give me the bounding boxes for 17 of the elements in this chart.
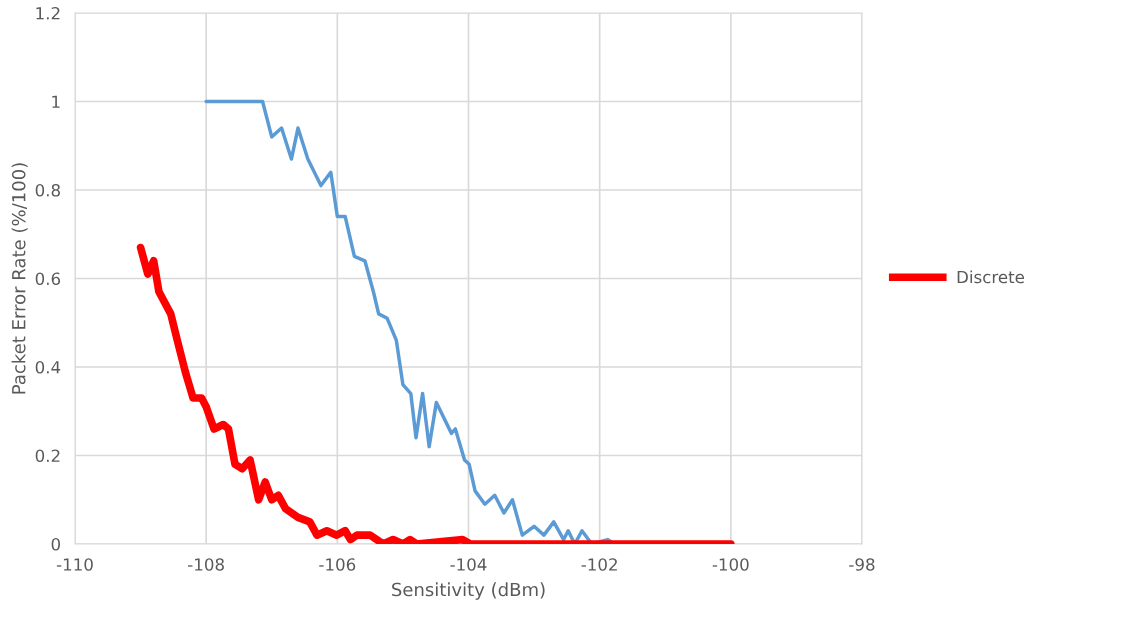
x-axis-title: Sensitivity (dBm): [392, 582, 545, 600]
y-tick-label: 0.4: [35, 360, 61, 374]
x-tick-label: -100: [712, 558, 749, 571]
y-axis-title: Packet Error Rate (%/100): [11, 163, 28, 394]
y-tick-label: 1: [52, 95, 60, 108]
x-tick-label: -102: [581, 558, 617, 571]
y-tick-label: 0.2: [35, 449, 60, 463]
x-tick-label: -110: [56, 558, 93, 571]
y-tick-label: 0.8: [35, 183, 60, 197]
x-tick-label: -104: [450, 558, 487, 571]
y-tick-label: 1.2: [36, 6, 60, 20]
legend-label: Discrete: [957, 270, 1025, 284]
x-tick-label: -108: [188, 558, 224, 571]
x-tick-label: -106: [319, 558, 356, 571]
y-tick-label: 0: [51, 537, 60, 551]
y-tick-label: 0.6: [35, 272, 61, 286]
x-tick-label: -98: [849, 558, 875, 571]
